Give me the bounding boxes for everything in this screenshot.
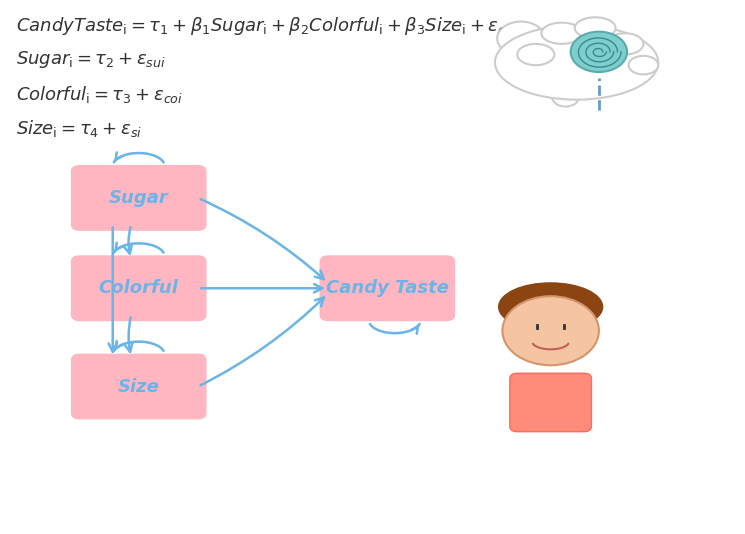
Ellipse shape [574,17,615,38]
Text: Candy Taste: Candy Taste [326,279,448,297]
FancyBboxPatch shape [72,256,206,320]
Ellipse shape [606,33,644,54]
FancyBboxPatch shape [320,256,454,320]
Ellipse shape [629,56,659,74]
Text: Size: Size [118,378,159,396]
Text: $\mathit{Size}_{\mathrm{i}} = \tau_4 + \varepsilon_{si}$: $\mathit{Size}_{\mathrm{i}} = \tau_4 + \… [16,118,142,139]
Circle shape [517,57,554,84]
FancyBboxPatch shape [72,355,206,419]
Ellipse shape [495,25,659,100]
Circle shape [502,296,599,365]
Text: Sugar: Sugar [109,189,168,207]
Ellipse shape [498,283,603,331]
Ellipse shape [542,22,582,44]
Circle shape [571,32,627,72]
Text: $\mathit{Colorful}_{\mathrm{i}} = \tau_3 + \varepsilon_{coi}$: $\mathit{Colorful}_{\mathrm{i}} = \tau_3… [16,84,183,105]
Ellipse shape [517,44,554,65]
Text: $\mathit{CandyTaste}_{\mathrm{i}} = \tau_1 + \beta_1\mathit{Sugar}_{\mathrm{i}} : $\mathit{CandyTaste}_{\mathrm{i}} = \tau… [16,14,510,37]
FancyBboxPatch shape [510,373,592,431]
Text: Colorful: Colorful [99,279,179,297]
Circle shape [497,21,545,56]
Circle shape [552,88,579,107]
Text: $\mathit{Sugar}_{\mathrm{i}} = \tau_2 + \varepsilon_{sui}$: $\mathit{Sugar}_{\mathrm{i}} = \tau_2 + … [16,49,166,70]
FancyBboxPatch shape [72,166,206,230]
